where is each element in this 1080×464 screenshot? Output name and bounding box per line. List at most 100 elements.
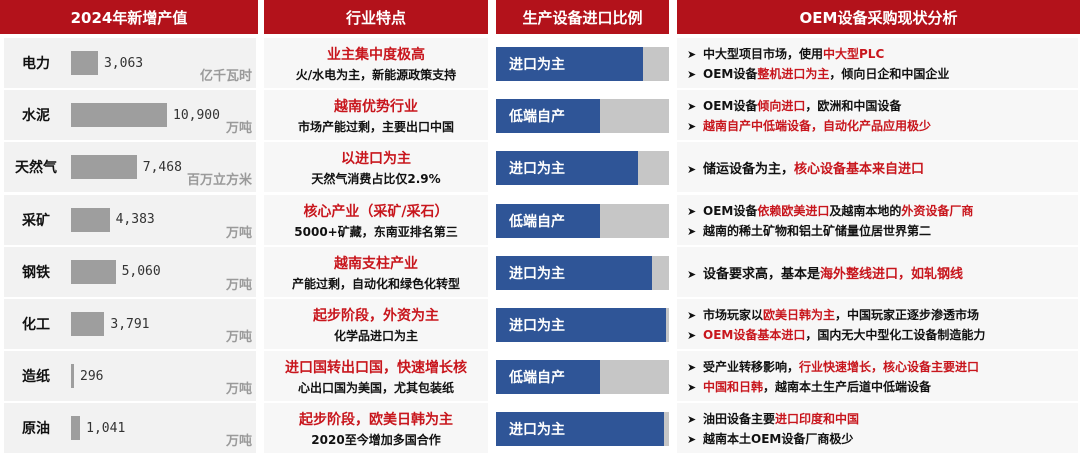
trait-cell: 起步阶段，欧美日韩为主 2020至今增加多国合作 [264,403,488,454]
import-ratio-bar: 进口为主 [496,308,669,342]
analysis-bullet: ➤ 越南的稀土矿物和铝土矿储量位居世界第二 [687,223,932,238]
output-value: 3,791 [110,316,150,332]
industry-name: 化工 [22,317,50,333]
analysis-bullet: ➤ OEM设备整机进口为主，倾向日企和中国企业 [687,67,950,81]
import-ratio-fill [496,47,644,81]
trait-cell: 以进口为主 天然气消费占比仅2.9% [264,142,488,193]
output-bar [71,312,105,336]
import-ratio-fill [496,203,600,238]
trait-title: 进口国转出口国，快速增长核 [285,360,467,377]
output-bar [71,259,116,284]
output-cell: 采矿 4,383 万吨 [4,194,256,245]
import-label: 低端自产 [509,370,565,387]
arrow-icon: ➤ [687,120,697,134]
import-label: 低端自产 [509,213,565,230]
output-unit: 万吨 [225,382,252,398]
analysis-bullet: ➤ 越南本土OEM设备厂商极少 [687,432,854,447]
output-bar [71,416,81,441]
import-label: 进口为主 [509,265,565,282]
trait-subtitle: 化学品进口为主 [333,329,418,343]
arrow-icon: ➤ [687,68,697,81]
output-unit: 万吨 [225,277,252,293]
analysis-cell: ➤ OEM设备倾向进口，欧洲和中国设备 ➤ 越南自产中低端设备，自动化产品应用极少 [677,90,1078,141]
trait-cell: 进口国转出口国，快速增长核 心出口国为美国，尤其包装纸 [264,351,488,402]
output-cell: 化工 3,791 万吨 [4,299,256,349]
output-cell: 水泥 10,900 万吨 [4,90,256,141]
trait-cell: 起步阶段，外资为主 化学品进口为主 [264,299,488,349]
import-ratio-bar: 进口为主 [496,255,669,290]
table-row: 电力 3,063 亿千瓦时 业主集中度极高 火/水电为主，新能源政策支持 进口为主 ➤ 中大型… [0,38,1080,88]
arrow-icon: ➤ [687,224,697,238]
industry-name: 采矿 [22,212,50,229]
table-row: 造纸 296 万吨 进口国转出口国，快速增长核 心出口国为美国，尤其包装纸 低端自产 ➤ 受产… [0,351,1080,402]
table-row: 天然气 7,468 百万立方米 以进口为主 天然气消费占比仅2.9% 进口为主 ➤ 储运设备为… [0,142,1080,193]
trait-cell: 越南支柱产业产能过剩，自动化和绿色化转型 [264,246,488,297]
analysis-bullet: ➤ 设备要求高，基本是海外整线进口，如轧钢线 [687,266,964,282]
analysis-bullet: ➤ 越南自产中低端设备，自动化产品应用极少 [687,119,932,134]
analysis-bullet: ➤ 中大型项目市场，使用中大型PLC [687,47,885,61]
analysis-bullet: ➤ 受产业转移影响，行业快速增长，核心设备主要进口 [687,360,980,375]
output-value: 3,063 [103,55,144,71]
import-cell: 低端自产 [496,90,669,141]
arrow-icon: ➤ [687,267,697,281]
trait-subtitle: 产能过剩，自动化和绿色化转型 [291,276,460,291]
output-cell: 天然气 7,468 百万立方米 [4,142,256,193]
output-value: 4,383 [115,212,155,228]
arrow-icon: ➤ [687,381,697,395]
trait-title: 越南优势行业 [334,99,418,116]
header-industry-traits: 行业特点 [264,0,488,34]
trait-subtitle: 市场产能过剩，主要出口中国 [297,120,454,135]
trait-title: 越南支柱产业 [334,255,418,272]
industry-name: 钢铁 [22,264,50,281]
import-label: 进口为主 [509,161,565,178]
analysis-bullet: ➤ OEM设备倾向进口，欧洲和中国设备 [687,99,902,114]
output-value: 5,060 [121,264,161,280]
import-ratio-fill [496,255,652,290]
analysis-bullet: ➤ 储运设备为主，核心设备基本来自进口 [687,162,925,178]
import-ratio-fill [496,99,600,134]
analysis-bullet: ➤ 油田设备主要进口印度和中国 [687,412,860,427]
output-value: 7,468 [142,159,182,175]
trait-title: 起步阶段，外资为主 [313,308,439,324]
import-label: 进口为主 [509,57,565,73]
import-label: 低端自产 [509,109,565,126]
table-row: 化工 3,791 万吨 起步阶段，外资为主 化学品进口为主 进口为主 ➤ 市场玩家以欧美日韩为… [0,299,1080,349]
output-bar [71,364,74,389]
import-label: 进口为主 [509,422,565,439]
header-new-output: 2024年新增产值 [0,0,258,34]
output-value: 296 [80,368,104,384]
analysis-bullet: ➤ 中国和日韩，越南本土生产后道中低端设备 [687,380,932,395]
analysis-bullet: ➤ OEM设备依赖欧美进口及越南本地的外资设备厂商 [687,203,974,218]
import-cell: 进口为主 [496,38,669,88]
analysis-cell: ➤ 市场玩家以欧美日韩为主，中国玩家正逐步渗透市场 ➤ OEM设备基本进口，国内无大中… [677,299,1078,349]
table-row: 钢铁 5,060 万吨 越南支柱产业 产能过剩，自动化和绿色化转型 进口为主 ➤ 设备要求高，… [0,246,1080,297]
import-ratio-bar: 低端自产 [496,360,669,395]
analysis-cell: ➤ 设备要求高，基本是海外整线进口，如轧钢线 [677,246,1078,297]
table-row: 采矿 4,383 万吨 核心产业（采矿/采石） 5000+矿藏，东南亚排名第三 低端自产 ➤… [0,194,1080,245]
output-cell: 造纸 296 万吨 [4,351,256,402]
output-unit: 万吨 [225,330,252,345]
analysis-bullet: ➤ 市场玩家以欧美日韩为主，中国玩家正逐步渗透市场 [687,308,980,322]
arrow-icon: ➤ [687,48,697,61]
output-unit: 百万立方米 [186,173,252,189]
arrow-icon: ➤ [687,204,697,218]
trait-subtitle: 2020至今增加多国合作 [311,433,441,448]
output-bar [71,207,110,232]
industry-name: 造纸 [22,369,50,386]
arrow-icon: ➤ [687,100,697,114]
import-ratio-fill [496,360,600,395]
trait-title: 以进口为主 [341,151,411,168]
import-ratio-bar: 低端自产 [496,203,669,238]
output-bar [71,155,137,180]
import-cell: 低端自产 [496,351,669,402]
industry-name: 电力 [22,56,50,72]
trait-subtitle: 火/水电为主，新能源政策支持 [295,68,457,82]
import-cell: 进口为主 [496,403,669,454]
output-unit: 亿千瓦时 [199,69,252,84]
output-value: 10,900 [173,107,220,123]
header-import-ratio: 生产设备进口比例 [496,0,669,34]
import-ratio-fill [496,308,666,342]
trait-cell: 业主集中度极高 火/水电为主，新能源政策支持 [264,38,488,88]
arrow-icon: ➤ [687,309,697,322]
analysis-cell: ➤ 储运设备为主，核心设备基本来自进口 [677,142,1078,193]
